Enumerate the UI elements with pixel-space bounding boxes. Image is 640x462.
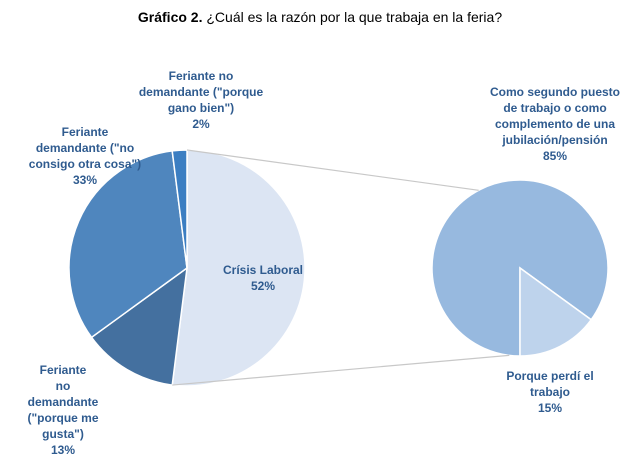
label-gusta-line-2: no [55,379,71,393]
label-gusta-line-4: ("porque me [27,411,99,425]
label-crisis-line-1: Crísis Laboral [222,263,304,277]
label-consigo-line-3: consigo otra cosa") [28,157,142,171]
label-gusta-line-1: Feriante [39,363,87,377]
label-consigo-line-1: Feriante [61,125,109,139]
main-slice-gano [171,149,188,269]
label-consigo-pct: 33% [72,173,98,187]
label-segundo-pct: 85% [542,149,568,163]
label-perdi: Porque perdí el trabajo 15% [490,368,610,416]
label-segundo-line-2: de trabajo o como [503,101,607,115]
label-perdi-line-2: trabajo [529,385,570,399]
label-segundo-line-3: complemento de una [494,117,616,131]
label-perdi-pct: 15% [537,401,563,415]
main-slice-gusta [90,266,188,386]
label-gano-line-2: demandante ("porque [138,85,264,99]
label-crisis: Crísis Laboral 52% [208,262,318,294]
connector-bottom-line [172,354,510,386]
main-slice-consigo [68,150,188,339]
label-segundo-line-1: Como segundo puesto [490,85,620,99]
label-gusta: Feriante no demandante ("porque me gusta… [18,362,108,458]
label-gano-line-3: gano bien") [167,101,235,115]
label-gano: Feriante no demandante ("porque gano bie… [130,68,272,132]
label-gusta-line-3: demandante [27,395,99,409]
label-segundo: Como segundo puesto de trabajo o como co… [470,84,640,164]
label-crisis-pct: 52% [250,279,276,293]
label-gano-pct: 2% [192,117,210,131]
label-perdi-line-1: Porque perdí el [506,369,594,383]
label-consigo-line-2: demandante ("no [35,141,135,155]
label-gano-line-1: Feriante no [168,69,234,83]
label-consigo: Feriante demandante ("no consigo otra co… [14,124,156,188]
connector-top-line [186,149,479,191]
label-gusta-pct: 13% [50,443,76,457]
chart-title: Gráfico 2. ¿Cuál es la razón por la que … [137,9,503,25]
label-gusta-line-5: gusta") [42,427,84,441]
secondary-slice-perdi [519,266,593,357]
label-segundo-line-4: jubilación/pensión [502,133,608,147]
